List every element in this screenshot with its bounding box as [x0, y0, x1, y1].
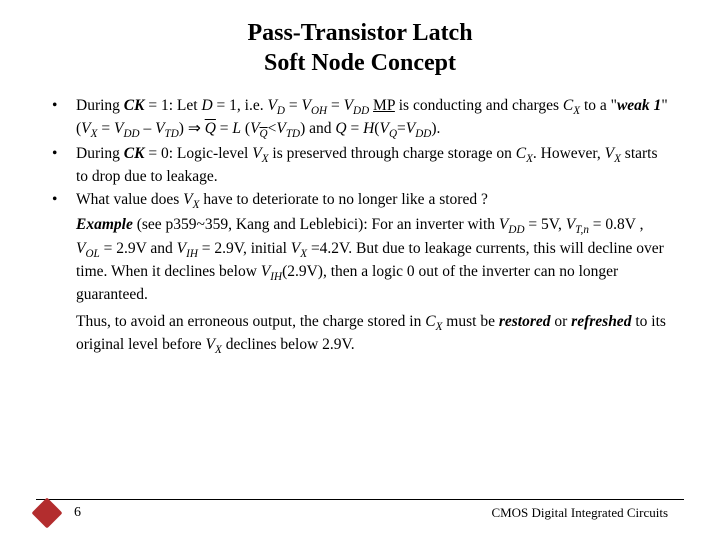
bullet-marker: •	[50, 144, 76, 188]
title-line-2: Soft Node Concept	[50, 48, 670, 78]
example-paragraph: Example (see p359~359, Kang and Leblebic…	[76, 215, 670, 305]
slide-title: Pass-Transistor Latch Soft Node Concept	[50, 18, 670, 78]
bullet-1: • During CK = 1: Let D = 1, i.e. VD = VO…	[50, 96, 670, 142]
page-number: 6	[74, 505, 81, 521]
thus-paragraph: Thus, to avoid an erroneous output, the …	[76, 312, 670, 358]
bullet-2: • During CK = 0: Logic-level VX is prese…	[50, 144, 670, 188]
title-line-1: Pass-Transistor Latch	[50, 18, 670, 48]
bullet-marker: •	[50, 96, 76, 142]
footer-rule	[36, 499, 684, 500]
bullet-marker: •	[50, 190, 76, 213]
footer-left: 6	[36, 502, 81, 524]
bullet-text: What value does VX have to deteriorate t…	[76, 190, 670, 213]
footer: 6 CMOS Digital Integrated Circuits	[0, 502, 720, 524]
bullet-text: During CK = 0: Logic-level VX is preserv…	[76, 144, 670, 188]
bullet-3: • What value does VX have to deteriorate…	[50, 190, 670, 213]
bullet-text: During CK = 1: Let D = 1, i.e. VD = VOH …	[76, 96, 670, 142]
slide-body: • During CK = 1: Let D = 1, i.e. VD = VO…	[50, 96, 670, 358]
logo-icon	[31, 497, 62, 528]
footer-right: CMOS Digital Integrated Circuits	[491, 505, 668, 521]
